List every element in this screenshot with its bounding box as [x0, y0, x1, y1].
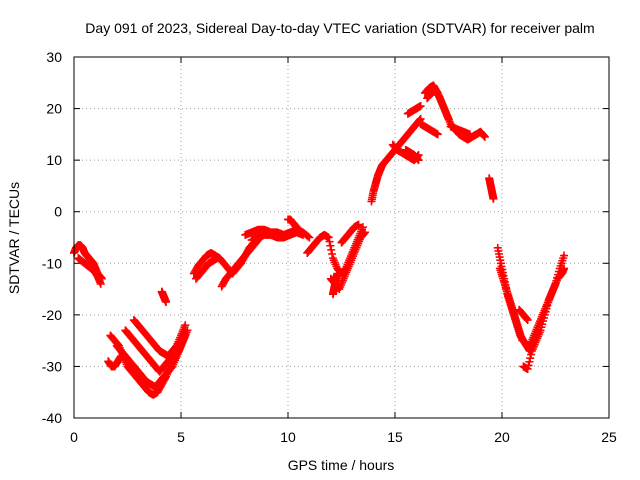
- x-tick-label: 10: [280, 429, 296, 445]
- axis-ticks: 0 5 10 15 20 25 -40 -30 -20 -10 0 10 20 30: [42, 49, 617, 445]
- data-point: [415, 115, 424, 124]
- y-tick-label: -20: [42, 307, 62, 323]
- series-arc5: [129, 316, 190, 361]
- data-point: [333, 269, 342, 278]
- data-point: [560, 251, 569, 260]
- series-arc11: [247, 228, 307, 245]
- data-point: [326, 241, 335, 250]
- data-point: [527, 350, 536, 359]
- data-point: [414, 156, 423, 165]
- data-point: [328, 250, 337, 259]
- data-point: [525, 357, 534, 366]
- series-arc20: [401, 145, 423, 165]
- x-tick-label: 0: [70, 429, 78, 445]
- x-tick-label: 15: [387, 429, 403, 445]
- data-point: [522, 314, 531, 323]
- y-tick-label: -30: [42, 358, 62, 374]
- data-point: [117, 352, 126, 361]
- series-arc30: [525, 251, 569, 350]
- data-point: [524, 361, 533, 370]
- series-arc27: [493, 243, 534, 355]
- y-tick-label: 20: [46, 101, 62, 117]
- data-point: [305, 233, 314, 242]
- data-point: [324, 233, 333, 242]
- data-point: [444, 114, 453, 123]
- data-point: [361, 228, 370, 237]
- chart-title: Day 091 of 2023, Sidereal Day-to-day VTE…: [85, 20, 594, 36]
- data-point: [162, 297, 171, 306]
- data-point: [298, 230, 307, 239]
- y-tick-label: 30: [46, 49, 62, 65]
- data-point: [433, 130, 442, 139]
- data-point: [96, 279, 105, 288]
- data-point: [294, 225, 303, 234]
- data-point: [354, 220, 363, 229]
- x-tick-label: 25: [601, 429, 617, 445]
- y-tick-label: -10: [42, 255, 62, 271]
- data-point: [325, 237, 334, 246]
- data-point: [518, 336, 527, 345]
- series-arc8: [191, 254, 222, 283]
- data-point: [304, 232, 313, 241]
- data-point: [413, 155, 422, 164]
- data-point: [358, 223, 367, 232]
- series-arc21: [403, 101, 425, 118]
- plot-frame: [73, 56, 610, 419]
- y-tick-label: -40: [42, 410, 62, 426]
- y-tick-label: 0: [54, 204, 62, 220]
- data-points: [70, 81, 569, 399]
- series-arc23: [423, 86, 453, 123]
- data-point: [560, 264, 569, 273]
- data-point: [213, 254, 222, 263]
- data-point: [435, 92, 444, 101]
- series-arc15: [328, 269, 342, 299]
- data-point: [416, 101, 425, 110]
- data-point: [360, 229, 369, 238]
- grid-lines: [74, 57, 609, 418]
- x-tick-label: 20: [494, 429, 510, 445]
- y-tick-label: 10: [46, 152, 62, 168]
- series-arc32: [515, 305, 532, 325]
- series-arc25: [446, 122, 474, 139]
- data-point: [526, 354, 535, 363]
- data-point: [480, 132, 489, 141]
- series-arc6: [157, 287, 171, 306]
- series-arc16: [337, 220, 363, 247]
- data-point: [523, 316, 532, 325]
- data-point: [465, 130, 474, 139]
- data-point: [181, 321, 190, 330]
- series-arc24: [416, 120, 442, 139]
- series-arc26: [485, 174, 498, 203]
- series-arc5b: [104, 352, 126, 371]
- y-axis-label: SDTVAR / TECUs: [6, 182, 22, 294]
- data-point: [489, 194, 498, 203]
- series-arc28: [495, 264, 527, 345]
- x-tick-label: 5: [177, 429, 185, 445]
- series-arc12: [284, 215, 303, 234]
- data-point: [523, 365, 532, 374]
- data-point: [327, 245, 336, 254]
- data-point: [480, 131, 489, 140]
- x-axis-label: GPS time / hours: [288, 457, 395, 473]
- series-arc1b: [74, 254, 105, 288]
- series-arc31: [545, 264, 569, 304]
